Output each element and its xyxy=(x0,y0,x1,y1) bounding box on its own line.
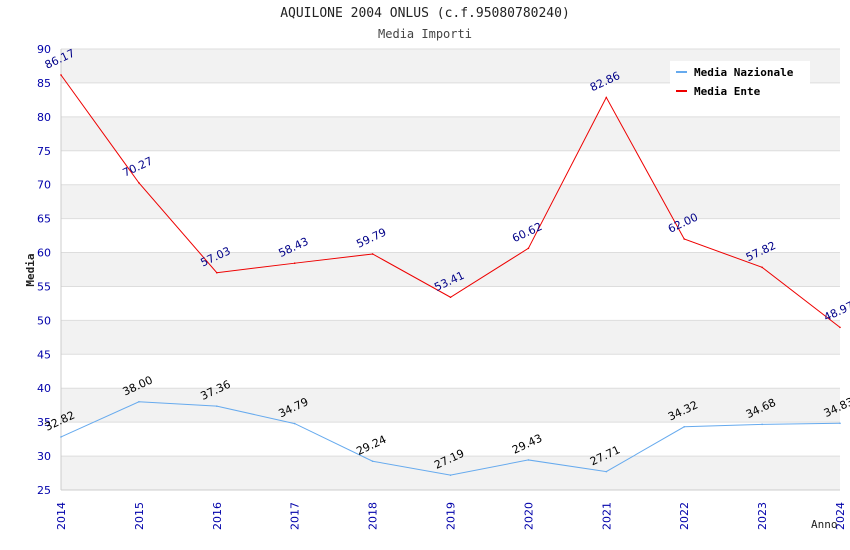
y-axis-title: Media xyxy=(24,253,37,286)
data-point xyxy=(761,423,763,426)
data-point xyxy=(605,470,608,473)
data-label: 29.24 xyxy=(354,433,388,458)
x-tick-label: 2020 xyxy=(522,502,535,530)
y-tick-label: 70 xyxy=(37,179,51,192)
y-tick-label: 75 xyxy=(37,145,51,158)
data-label: 32.82 xyxy=(43,409,77,434)
x-tick-label: 2015 xyxy=(133,502,146,530)
y-tick-label: 80 xyxy=(37,111,51,124)
y-tick-label: 25 xyxy=(37,484,51,497)
y-tick-label: 35 xyxy=(37,416,51,429)
y-tick-label: 45 xyxy=(37,348,51,361)
grid-band xyxy=(61,456,840,490)
y-tick-label: 90 xyxy=(37,43,51,56)
data-point xyxy=(527,247,530,250)
data-point xyxy=(683,238,685,240)
x-tick-label: 2021 xyxy=(600,502,613,530)
grid-band xyxy=(61,116,840,151)
y-tick-label: 85 xyxy=(37,77,51,90)
x-tick-label: 2024 xyxy=(834,502,847,530)
data-point xyxy=(839,422,841,425)
x-tick-label: 2019 xyxy=(445,502,458,530)
data-point xyxy=(216,405,218,407)
data-point xyxy=(527,459,530,461)
data-point xyxy=(683,425,685,428)
legend-box xyxy=(670,61,810,101)
y-tick-label: 55 xyxy=(37,280,51,293)
grid-band xyxy=(61,184,840,219)
y-tick-label: 60 xyxy=(37,247,51,260)
x-tick-label: 2023 xyxy=(756,502,769,530)
grid-band xyxy=(61,252,840,287)
data-point xyxy=(449,296,452,299)
x-tick-label: 2022 xyxy=(678,502,691,530)
data-point xyxy=(371,460,374,463)
chart-title: AQUILONE 2004 ONLUS (c.f.95080780240) xyxy=(280,6,570,21)
data-point xyxy=(138,182,140,184)
chart-subtitle: Media Importi xyxy=(378,27,472,41)
data-point xyxy=(60,74,62,76)
data-point xyxy=(839,326,841,329)
data-point xyxy=(761,266,763,269)
x-tick-label: 2018 xyxy=(367,502,380,530)
grid-band xyxy=(61,320,840,355)
x-tick-label: 2017 xyxy=(289,502,302,530)
data-point xyxy=(605,96,608,99)
data-point xyxy=(293,422,296,425)
y-tick-label: 65 xyxy=(37,213,51,226)
data-point xyxy=(216,271,218,274)
x-axis-title: Anno xyxy=(811,518,838,531)
data-label: 60.62 xyxy=(510,220,544,245)
data-label: 59.79 xyxy=(354,226,388,251)
y-tick-label: 50 xyxy=(37,314,51,327)
y-tick-label: 30 xyxy=(37,450,51,463)
data-label: 70.27 xyxy=(121,154,155,179)
data-label: 29.43 xyxy=(510,432,544,457)
data-point xyxy=(449,474,452,476)
data-point xyxy=(60,436,62,438)
data-point xyxy=(138,401,140,403)
x-tick-label: 2014 xyxy=(55,502,68,530)
grid-band xyxy=(61,388,840,423)
x-tick-label: 2016 xyxy=(211,502,224,530)
data-point xyxy=(371,253,374,255)
legend-label: Media Ente xyxy=(694,85,761,98)
data-point xyxy=(293,262,296,264)
y-tick-label: 40 xyxy=(37,382,51,395)
legend-label: Media Nazionale xyxy=(694,66,794,79)
